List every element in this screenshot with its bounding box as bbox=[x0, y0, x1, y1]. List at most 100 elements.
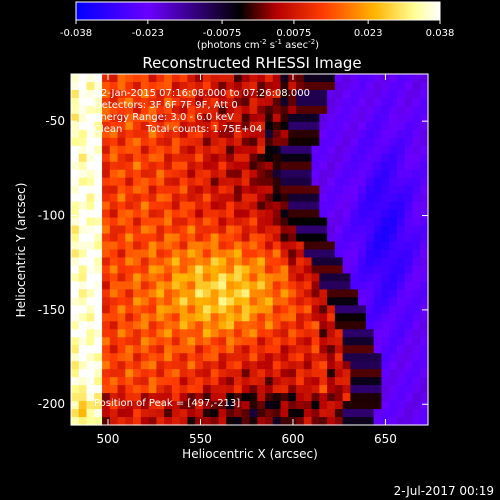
heatmap-cell bbox=[365, 185, 375, 195]
heatmap-cell bbox=[133, 305, 142, 314]
heatmap-cell bbox=[288, 177, 297, 187]
heatmap-cell bbox=[389, 377, 398, 386]
heatmap-cell bbox=[420, 297, 429, 306]
heatmap-cell bbox=[389, 337, 398, 346]
heatmap-cell bbox=[171, 185, 181, 195]
heatmap-cell bbox=[257, 297, 266, 306]
heatmap-cell bbox=[233, 233, 243, 243]
heatmap-cell bbox=[86, 313, 95, 322]
heatmap-cell bbox=[102, 193, 111, 203]
heatmap-cell bbox=[412, 265, 421, 275]
heatmap-cell bbox=[296, 361, 305, 370]
heatmap-cell bbox=[311, 129, 320, 139]
heatmap-cell bbox=[311, 193, 320, 203]
heatmap-cell bbox=[94, 265, 103, 275]
heatmap-cell bbox=[358, 361, 367, 370]
heatmap-cell bbox=[303, 417, 313, 426]
heatmap-cell bbox=[164, 105, 173, 115]
heatmap-cell bbox=[86, 281, 95, 290]
heatmap-cell bbox=[404, 74, 414, 83]
heatmap-cell bbox=[187, 225, 196, 235]
heatmap-cell bbox=[171, 169, 181, 179]
heatmap-cell bbox=[164, 233, 173, 243]
heatmap-cell bbox=[171, 105, 181, 115]
heatmap-cell bbox=[257, 97, 266, 107]
heatmap-cell bbox=[319, 209, 328, 219]
heatmap-cell bbox=[265, 377, 274, 386]
heatmap-cell bbox=[210, 209, 220, 219]
heatmap-cell bbox=[171, 209, 181, 219]
heatmap-cell bbox=[404, 401, 414, 410]
heatmap-cell bbox=[164, 225, 173, 235]
heatmap-cell bbox=[272, 169, 282, 179]
heatmap-cell bbox=[117, 177, 126, 187]
heatmap-cell bbox=[218, 257, 227, 267]
heatmap-cell bbox=[117, 385, 126, 394]
heatmap-cell bbox=[396, 361, 406, 370]
heatmap-cell bbox=[358, 177, 367, 187]
heatmap-cell bbox=[272, 313, 282, 322]
heatmap-cell bbox=[71, 329, 80, 338]
heatmap-cell bbox=[86, 177, 95, 187]
heatmap-cell bbox=[272, 337, 282, 346]
heatmap-cell bbox=[241, 385, 251, 394]
heatmap-cell bbox=[303, 321, 313, 330]
heatmap-cell bbox=[179, 361, 189, 370]
heatmap-cell bbox=[117, 337, 126, 346]
heatmap-cell bbox=[303, 369, 313, 378]
heatmap-cell bbox=[210, 361, 220, 370]
heatmap-cell bbox=[249, 129, 258, 139]
heatmap-cell bbox=[265, 337, 274, 346]
y-tick-label: -100 bbox=[38, 209, 65, 223]
heatmap-cell bbox=[420, 313, 429, 322]
heatmap-cell bbox=[117, 233, 126, 243]
heatmap-cell bbox=[389, 81, 398, 91]
heatmap-cell bbox=[272, 257, 282, 267]
heatmap-cell bbox=[71, 249, 80, 259]
heatmap-cell bbox=[210, 401, 220, 410]
heatmap-cell bbox=[171, 241, 181, 251]
heatmap-cell bbox=[140, 81, 150, 91]
heatmap-cell bbox=[327, 193, 336, 203]
heatmap-cell bbox=[241, 145, 251, 155]
heatmap-cell bbox=[202, 297, 212, 306]
plot-area: 500 550 600 650-50-100-150-200 bbox=[38, 73, 429, 446]
heatmap-cell bbox=[233, 321, 243, 330]
heatmap-cell bbox=[296, 273, 305, 283]
heatmap-cell bbox=[210, 74, 220, 83]
heatmap-cell bbox=[389, 257, 398, 267]
heatmap-cell bbox=[109, 121, 119, 131]
heatmap-cell bbox=[350, 225, 359, 235]
heatmap-cell bbox=[350, 97, 359, 107]
heatmap-cell bbox=[148, 137, 157, 147]
heatmap-cell bbox=[71, 273, 80, 283]
heatmap-cell bbox=[272, 97, 282, 107]
heatmap-cell bbox=[117, 265, 126, 275]
heatmap-cell bbox=[311, 409, 320, 418]
heatmap-cell bbox=[164, 313, 173, 322]
heatmap-cell bbox=[420, 241, 429, 251]
heatmap-cell bbox=[296, 353, 305, 362]
heatmap-cell bbox=[420, 361, 429, 370]
heatmap-cell bbox=[389, 185, 398, 195]
heatmap-cell bbox=[288, 369, 297, 378]
heatmap-cell bbox=[164, 329, 173, 338]
heatmap-cell bbox=[389, 385, 398, 394]
heatmap-cell bbox=[171, 337, 181, 346]
heatmap-cell bbox=[94, 145, 103, 155]
heatmap-cell bbox=[327, 121, 336, 131]
heatmap-cell bbox=[94, 385, 103, 394]
heatmap-cell bbox=[257, 265, 266, 275]
heatmap-cell bbox=[148, 313, 157, 322]
heatmap-cell bbox=[218, 185, 227, 195]
heatmap-cell bbox=[218, 393, 227, 402]
heatmap-cell bbox=[164, 417, 173, 426]
heatmap-cell bbox=[265, 209, 274, 219]
heatmap-cell bbox=[396, 401, 406, 410]
heatmap-cell bbox=[140, 177, 150, 187]
heatmap-cell bbox=[148, 361, 157, 370]
heatmap-cell bbox=[241, 161, 251, 171]
heatmap-cell bbox=[202, 409, 212, 418]
heatmap-cell bbox=[117, 137, 126, 147]
heatmap-cell bbox=[140, 305, 150, 314]
